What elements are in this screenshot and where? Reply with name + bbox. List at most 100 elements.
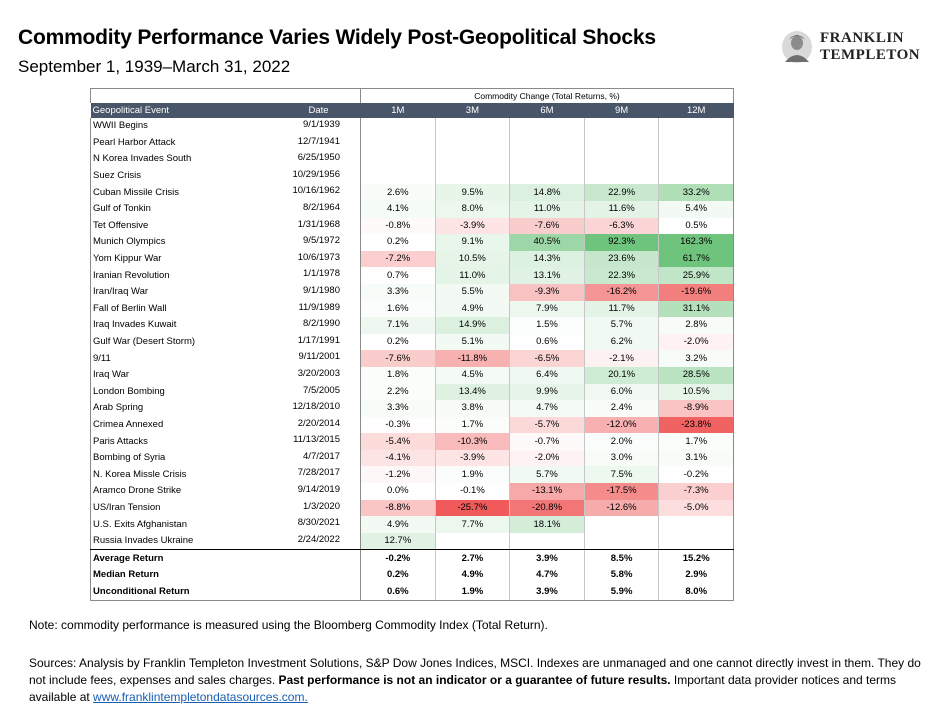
column-header-9m: 9M <box>584 103 659 118</box>
table-row: Aramco Drone Strike 9/14/2019 0.0% -0.1% -13… <box>90 483 734 500</box>
summary-cell-12m: 8.0% <box>658 583 734 602</box>
return-cell-12m: 5.4% <box>658 200 734 218</box>
table-row: Bombing of Syria 4/7/2017 -4.1% -3.9% -2.0% 3… <box>90 449 734 467</box>
return-cell-1m: -8.8% <box>360 499 436 517</box>
summary-cell-9m: 5.8% <box>583 567 659 584</box>
summary-label: Median Return <box>90 567 281 584</box>
return-cell-1m: 3.3% <box>360 283 436 301</box>
sources-text: Sources: Analysis by Franklin Templeton … <box>29 655 929 706</box>
return-cell-1m: -7.6% <box>360 350 436 367</box>
date-cell: 12/18/2010 <box>292 401 340 413</box>
column-header-12m: 12M <box>658 103 734 118</box>
return-cell-6m <box>509 118 585 135</box>
summary-spacer <box>281 567 361 584</box>
return-cell-12m: 33.2% <box>658 184 734 201</box>
summary-label: Average Return <box>90 549 281 568</box>
franklin-templeton-logo: FRANKLIN TEMPLETON <box>780 30 930 66</box>
table-row: US/Iran Tension 1/3/2020 -8.8% -25.7% -20.8%… <box>90 499 734 517</box>
table-row: Iraq War 3/20/2003 1.8% 4.5% 6.4% 20.1% 28.5% <box>90 366 734 384</box>
return-cell-9m: 23.6% <box>583 250 659 268</box>
table-row: 9/11 9/11/2001 -7.6% -11.8% -6.5% -2.1% 3.2% <box>90 350 734 367</box>
event-cell: Aramco Drone Strike <box>90 483 281 500</box>
column-header-3m: 3M <box>435 103 510 118</box>
return-cell-6m: 6.4% <box>509 366 585 384</box>
return-cell-3m <box>434 134 510 152</box>
date-cell: 2/24/2022 <box>280 532 361 551</box>
return-cell-6m: 5.7% <box>509 466 585 484</box>
return-cell-3m: 5.1% <box>434 333 510 351</box>
event-cell: Crimea Annexed <box>90 416 281 434</box>
event-cell: Pearl Harbor Attack <box>90 134 281 152</box>
return-cell-6m: 4.7% <box>509 400 585 417</box>
return-cell-9m: -6.3% <box>583 217 659 235</box>
summary-cell-1m: -0.2% <box>360 549 436 568</box>
event-cell: N. Korea Missle Crisis <box>90 466 281 484</box>
table-row: Gulf War (Desert Storm) 1/17/1991 0.2% 5.1%… <box>90 333 734 351</box>
return-cell-6m: -0.7% <box>509 433 585 450</box>
event-cell: Iranian Revolution <box>90 267 281 284</box>
return-cell-9m: -16.2% <box>583 283 659 301</box>
event-cell: N Korea Invades South <box>90 151 281 168</box>
return-cell-3m: -0.1% <box>434 483 510 500</box>
return-cell-9m <box>583 516 659 533</box>
event-cell: London Bombing <box>90 383 281 401</box>
return-cell-3m <box>434 151 510 168</box>
return-cell-9m: 6.2% <box>583 333 659 351</box>
event-cell: U.S. Exits Afghanistan <box>90 516 281 533</box>
return-cell-1m: -0.8% <box>360 217 436 235</box>
summary-cell-12m: 2.9% <box>658 567 734 584</box>
return-cell-6m: 40.5% <box>509 234 585 251</box>
return-cell-3m: 8.0% <box>434 200 510 218</box>
return-cell-3m: 7.7% <box>434 516 510 533</box>
date-cell: 9/11/2001 <box>298 351 340 363</box>
return-cell-9m: 2.0% <box>583 433 659 450</box>
return-cell-12m: -0.2% <box>658 466 734 484</box>
return-cell-12m: 28.5% <box>658 366 734 384</box>
return-cell-6m: 7.9% <box>509 300 585 318</box>
table-row: N. Korea Missle Crisis 7/28/2017 -1.2% 1.9%… <box>90 466 734 484</box>
return-cell-12m: 10.5% <box>658 383 734 401</box>
return-cell-3m: 10.5% <box>434 250 510 268</box>
table-row: Paris Attacks 11/13/2015 -5.4% -10.3% -0.7% 2… <box>90 433 734 450</box>
return-cell-12m: -23.8% <box>658 416 734 434</box>
event-cell: Russia Invades Ukraine <box>90 532 281 551</box>
return-cell-6m <box>509 167 585 185</box>
return-cell-6m: 14.8% <box>509 184 585 201</box>
return-cell-1m <box>360 151 436 168</box>
date-cell: 10/16/1962 <box>292 185 340 197</box>
return-cell-1m: 1.6% <box>360 300 436 318</box>
return-cell-9m: 3.0% <box>583 449 659 467</box>
return-cell-9m: -12.0% <box>583 416 659 434</box>
return-cell-12m: 0.5% <box>658 217 734 235</box>
return-cell-1m: 2.2% <box>360 383 436 401</box>
summary-cell-3m: 2.7% <box>434 549 510 568</box>
return-cell-1m: 0.7% <box>360 267 436 284</box>
logo-line-1: FRANKLIN <box>820 30 905 46</box>
past-performance-disclaimer: Past performance is not an indicator or … <box>278 673 671 687</box>
table-body: WWII Begins 9/1/1939 Pearl Harbor Attack 12… <box>90 118 734 602</box>
event-cell: Paris Attacks <box>90 433 281 450</box>
date-cell: 3/20/2003 <box>297 367 340 379</box>
summary-cell-9m: 8.5% <box>583 549 659 568</box>
return-cell-6m <box>509 532 585 551</box>
event-cell: US/Iran Tension <box>90 499 281 517</box>
column-header-date: Date <box>280 103 361 118</box>
return-cell-12m <box>658 151 734 168</box>
return-cell-1m <box>360 134 436 152</box>
date-cell: 8/2/1990 <box>303 318 340 330</box>
return-cell-9m: 20.1% <box>583 366 659 384</box>
data-sources-link[interactable]: www.franklintempletondatasources.com. <box>93 690 308 704</box>
summary-row: Unconditional Return 0.6% 1.9% 3.9% 5.9% 8.0% <box>90 583 734 602</box>
date-cell: 12/7/1941 <box>297 135 340 147</box>
return-cell-1m: 0.2% <box>360 333 436 351</box>
date-cell: 7/28/2017 <box>297 467 340 479</box>
return-cell-9m: 6.0% <box>583 383 659 401</box>
return-cell-9m <box>583 532 659 551</box>
table-row: Pearl Harbor Attack 12/7/1941 <box>90 134 734 152</box>
event-cell: WWII Begins <box>90 118 281 135</box>
return-cell-12m: 162.3% <box>658 234 734 251</box>
return-cell-12m: 3.2% <box>658 350 734 367</box>
date-cell: 10/6/1973 <box>297 251 340 263</box>
return-cell-3m: -3.9% <box>434 217 510 235</box>
note-text: Note: commodity performance is measured … <box>29 618 548 632</box>
